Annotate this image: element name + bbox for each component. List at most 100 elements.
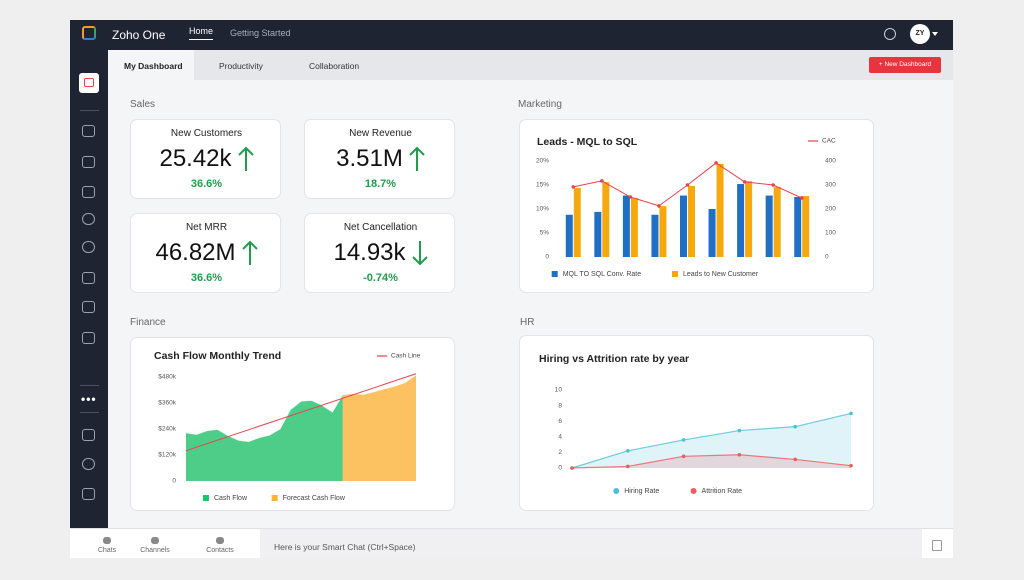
area [572, 413, 851, 468]
chart-card: Hiring vs Attrition rate by year 0 2 4 6 8 10 H… [519, 335, 874, 511]
app-icon[interactable] [82, 301, 95, 313]
area-outline [342, 374, 417, 396]
legend-label: Hiring Rate [624, 488, 659, 495]
tab[interactable]: Collaboration [309, 61, 360, 71]
trend-arrow [409, 146, 425, 171]
y-tick-label: 4 [558, 434, 562, 441]
app-icon[interactable] [82, 156, 95, 168]
y-tick-label: 10 [555, 387, 563, 394]
point [742, 180, 747, 184]
y-tick-label: 200 [825, 206, 836, 213]
app-icon[interactable] [82, 429, 95, 441]
bar [802, 196, 810, 257]
avatar-caret[interactable] [932, 32, 938, 39]
chart-title: Leads - MQL to SQL [537, 136, 638, 148]
chat-placeholder[interactable]: Here is your Smart Chat (Ctrl+Space) [274, 542, 416, 552]
avatar[interactable]: ZY [910, 24, 930, 44]
sidebar-divider [80, 412, 99, 413]
kpi-label: New Revenue [349, 128, 412, 139]
tab[interactable]: My Dashboard [124, 61, 183, 71]
app-icon[interactable] [82, 488, 95, 500]
app-icon[interactable] [82, 241, 95, 253]
bottom-tab-icon[interactable] [151, 537, 159, 544]
legend-label: Attrition Rate [702, 488, 743, 495]
y-tick-label: 8 [558, 402, 562, 409]
app-icon[interactable] [82, 332, 95, 344]
top-bar [70, 20, 953, 50]
point [771, 183, 775, 187]
legend-label: Cash Flow [214, 495, 248, 502]
trend-arrow-shape [409, 146, 425, 171]
y-tick-label: $120k [158, 452, 176, 459]
legend-label: Forecast Cash Flow [283, 495, 346, 502]
bar [688, 185, 695, 257]
trend-arrow [241, 240, 258, 265]
legend-swatch [271, 495, 278, 501]
chart-title: Cash Flow Monthly Trend [154, 350, 281, 362]
tab-active[interactable] [108, 50, 194, 80]
bar [594, 211, 602, 257]
area-outline [571, 454, 852, 469]
app-icon[interactable] [82, 272, 95, 284]
bottom-tab[interactable]: Channels [140, 547, 170, 554]
bar [773, 186, 781, 257]
legend-label: MQL TO SQL Conv. Rate [563, 271, 642, 278]
bottom-tab-icon[interactable] [216, 537, 224, 544]
y-tick-label: 300 [825, 182, 836, 189]
more-dots[interactable]: ••• [81, 392, 97, 406]
y-tick-label: $480k [158, 374, 176, 381]
trash-icon[interactable] [932, 540, 942, 551]
kpi-value-row: 14.93k [305, 239, 456, 267]
point [626, 449, 630, 453]
point [571, 185, 576, 189]
app-name: Zoho One [112, 28, 166, 42]
bar [630, 197, 638, 257]
y-tick-label: $360k [158, 400, 176, 407]
bar [573, 187, 581, 257]
y-tick-label: 20% [536, 158, 549, 165]
kpi-change: 36.6% [190, 178, 223, 190]
kpi-change: -0.74% [363, 272, 398, 284]
bar [745, 181, 753, 257]
bar [765, 195, 773, 257]
settings-icon[interactable] [884, 28, 896, 40]
point [714, 161, 718, 165]
logo [82, 26, 96, 40]
y-tick-label: 0 [545, 254, 549, 261]
bar [708, 209, 716, 257]
bottom-tab[interactable]: Chats [97, 547, 117, 554]
y-tick-label: 400 [825, 158, 836, 165]
bottom-tab[interactable]: Contacts [206, 547, 234, 554]
kpi-value-row: 46.82M [131, 239, 282, 267]
new-dashboard-button[interactable]: + New Dashboard [869, 57, 941, 73]
y-tick-label: 0 [172, 478, 176, 485]
kpi-label: New Customers [170, 128, 243, 139]
kpi-value: 25.42k [159, 145, 232, 172]
app-icon[interactable] [82, 186, 95, 198]
nav-getting-started[interactable]: Getting Started [230, 28, 291, 38]
y-tick-label: 6 [558, 418, 562, 425]
trend-arrow [411, 241, 428, 266]
home-glyph [84, 78, 94, 87]
bottom-tab-icon[interactable] [103, 537, 111, 544]
chat-input-bg [260, 529, 922, 558]
tab[interactable]: Productivity [219, 61, 263, 71]
app-icon[interactable] [82, 125, 95, 137]
area-outline [571, 412, 852, 469]
bar [716, 163, 724, 257]
y-tick-label: 2 [558, 449, 562, 456]
bar [794, 197, 802, 257]
search-icon[interactable] [82, 458, 95, 470]
legend-label: CAC [822, 138, 836, 145]
chart: Cash Flow Monthly Trend 0 $120k $240k $360k $… [154, 350, 421, 502]
legend-swatch [613, 488, 620, 494]
kpi-value: 3.51M [336, 145, 403, 172]
nav-home[interactable]: Home [189, 26, 214, 40]
kpi-value-row: 3.51M [305, 145, 456, 173]
point [849, 463, 853, 468]
legend-swatch [672, 271, 678, 277]
y-tick-label: 5% [540, 230, 550, 237]
app-icon[interactable] [82, 213, 95, 225]
chart: Leads - MQL to SQL 0 5% 10% 15% 20% 0 100 200 300… [536, 136, 836, 278]
bar [659, 206, 667, 257]
